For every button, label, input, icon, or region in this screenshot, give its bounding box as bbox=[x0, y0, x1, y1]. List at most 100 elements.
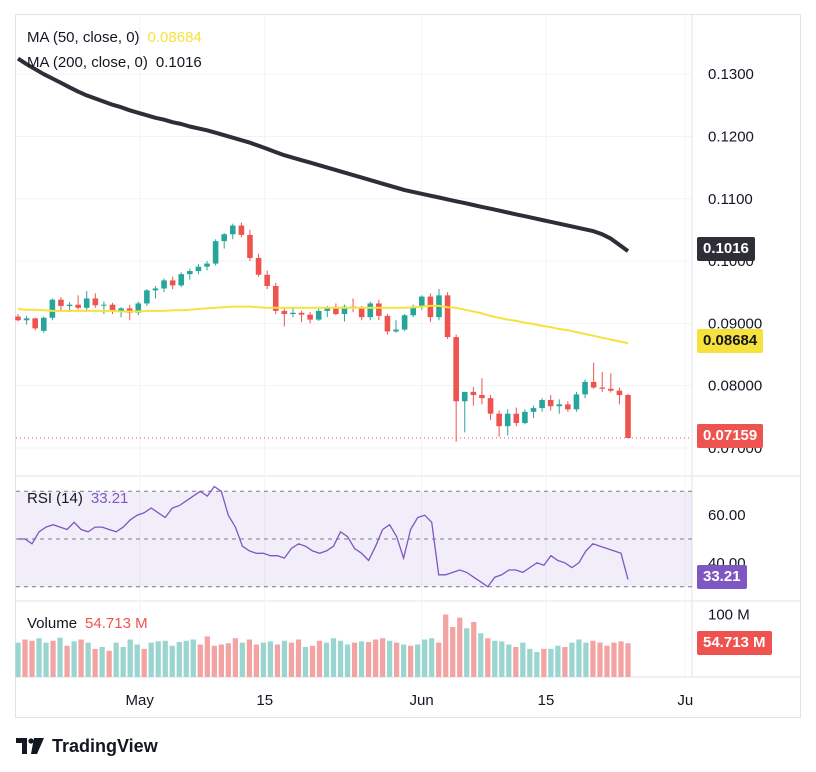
volume-bar bbox=[443, 614, 449, 677]
candle-body bbox=[298, 312, 305, 315]
volume-bar bbox=[239, 642, 245, 677]
rsi-legend-value: 33.21 bbox=[90, 490, 129, 507]
volume-bar bbox=[85, 642, 91, 677]
candle-body bbox=[513, 413, 520, 424]
candle-body bbox=[419, 296, 425, 307]
volume-bar bbox=[415, 644, 421, 677]
volume-bar bbox=[134, 644, 140, 677]
candle-body bbox=[144, 290, 150, 304]
candle-body bbox=[187, 271, 193, 275]
candle-body bbox=[178, 274, 185, 286]
candle-body bbox=[590, 381, 597, 388]
candle-body bbox=[565, 404, 571, 410]
candle-body bbox=[247, 234, 253, 258]
volume-bar bbox=[78, 639, 84, 677]
tradingview-logo[interactable]: TradingView bbox=[16, 734, 158, 758]
rsi-legend: RSI (14) 33.21 bbox=[27, 490, 128, 507]
candle-body bbox=[264, 274, 270, 286]
volume-bar bbox=[541, 648, 547, 677]
volume-bar bbox=[393, 642, 400, 677]
candle-body bbox=[573, 394, 580, 410]
volume-bar bbox=[183, 640, 189, 677]
volume-bar bbox=[583, 642, 589, 677]
volume-bar bbox=[295, 639, 302, 677]
y-tick-label: 0.1200 bbox=[708, 128, 754, 145]
candle-body bbox=[608, 388, 614, 391]
candle-body bbox=[229, 225, 236, 235]
volume-bar bbox=[372, 639, 379, 677]
volume-bar bbox=[590, 640, 596, 677]
ma50-line bbox=[17, 304, 629, 345]
candle-body bbox=[195, 266, 202, 272]
candle-body bbox=[470, 391, 477, 396]
volume-bar bbox=[155, 641, 161, 677]
candle-body bbox=[333, 307, 339, 315]
ma50-price-badge: 0.08684 bbox=[697, 329, 764, 353]
volume-bar bbox=[253, 644, 260, 677]
last-price-badge: 0.07159 bbox=[697, 424, 764, 448]
candle-body bbox=[410, 306, 417, 316]
volume-legend-label: Volume bbox=[27, 615, 78, 632]
ma200-legend-value: 0.1016 bbox=[155, 54, 202, 71]
candle-body bbox=[401, 315, 408, 330]
candle-body bbox=[272, 285, 279, 311]
candle-body bbox=[367, 303, 374, 318]
x-tick-label: 15 bbox=[538, 692, 555, 709]
ma50-legend-value: 0.08684 bbox=[147, 29, 202, 46]
volume-bar bbox=[478, 633, 484, 677]
y-tick-label: 0.09000 bbox=[708, 315, 762, 332]
volume-bar bbox=[225, 643, 231, 677]
candle-body bbox=[324, 307, 331, 311]
y-tick-label: 0.1300 bbox=[708, 66, 754, 83]
volume-bar bbox=[36, 638, 42, 677]
volume-bar bbox=[204, 636, 210, 677]
candle-body bbox=[461, 391, 468, 402]
volume-bar bbox=[29, 640, 35, 677]
volume-bar bbox=[148, 642, 154, 677]
volume-bar bbox=[520, 642, 526, 677]
volume-bar bbox=[625, 643, 631, 677]
volume-bar bbox=[365, 642, 372, 677]
x-tick-label: Jun bbox=[410, 692, 434, 709]
volume-value-badge: 54.713 M bbox=[697, 631, 772, 655]
candle-body bbox=[66, 304, 73, 306]
candle-body bbox=[221, 234, 227, 242]
volume-bar bbox=[422, 639, 428, 677]
ma200-line bbox=[16, 56, 630, 253]
ma50-legend-label: MA (50, close, 0) bbox=[27, 29, 140, 46]
volume-bar bbox=[120, 647, 126, 677]
volume-bar bbox=[569, 642, 575, 677]
candle-body bbox=[212, 241, 219, 264]
candle-body bbox=[238, 225, 245, 235]
volume-bar bbox=[309, 645, 316, 677]
candle-body bbox=[358, 308, 365, 318]
volume-bar bbox=[330, 638, 337, 677]
volume-bar bbox=[555, 645, 561, 677]
volume-bar bbox=[64, 645, 70, 677]
candle-body bbox=[453, 337, 459, 402]
volume-legend-value: 54.713 M bbox=[85, 615, 148, 632]
volume-bar bbox=[337, 640, 344, 677]
volume-bar bbox=[197, 644, 203, 677]
volume-bar bbox=[436, 642, 442, 677]
candle-body bbox=[58, 299, 64, 306]
volume-bar bbox=[43, 642, 49, 677]
volume-bar bbox=[106, 650, 112, 677]
candle-body bbox=[161, 280, 167, 289]
rsi-tick-label: 60.00 bbox=[708, 507, 746, 524]
volume-bar bbox=[379, 638, 386, 677]
volume-bar bbox=[562, 647, 568, 677]
candle-body bbox=[444, 295, 451, 338]
volume-bar bbox=[576, 639, 582, 677]
rsi-line bbox=[18, 485, 629, 588]
volume-bar bbox=[408, 645, 414, 677]
volume-bar bbox=[492, 640, 498, 677]
volume-bar bbox=[71, 641, 77, 677]
volume-bar bbox=[618, 641, 624, 677]
candle-body bbox=[15, 316, 21, 321]
candle-body bbox=[616, 390, 623, 396]
candle-body bbox=[547, 399, 554, 407]
candle-body bbox=[152, 288, 159, 291]
candle-body bbox=[530, 408, 537, 412]
